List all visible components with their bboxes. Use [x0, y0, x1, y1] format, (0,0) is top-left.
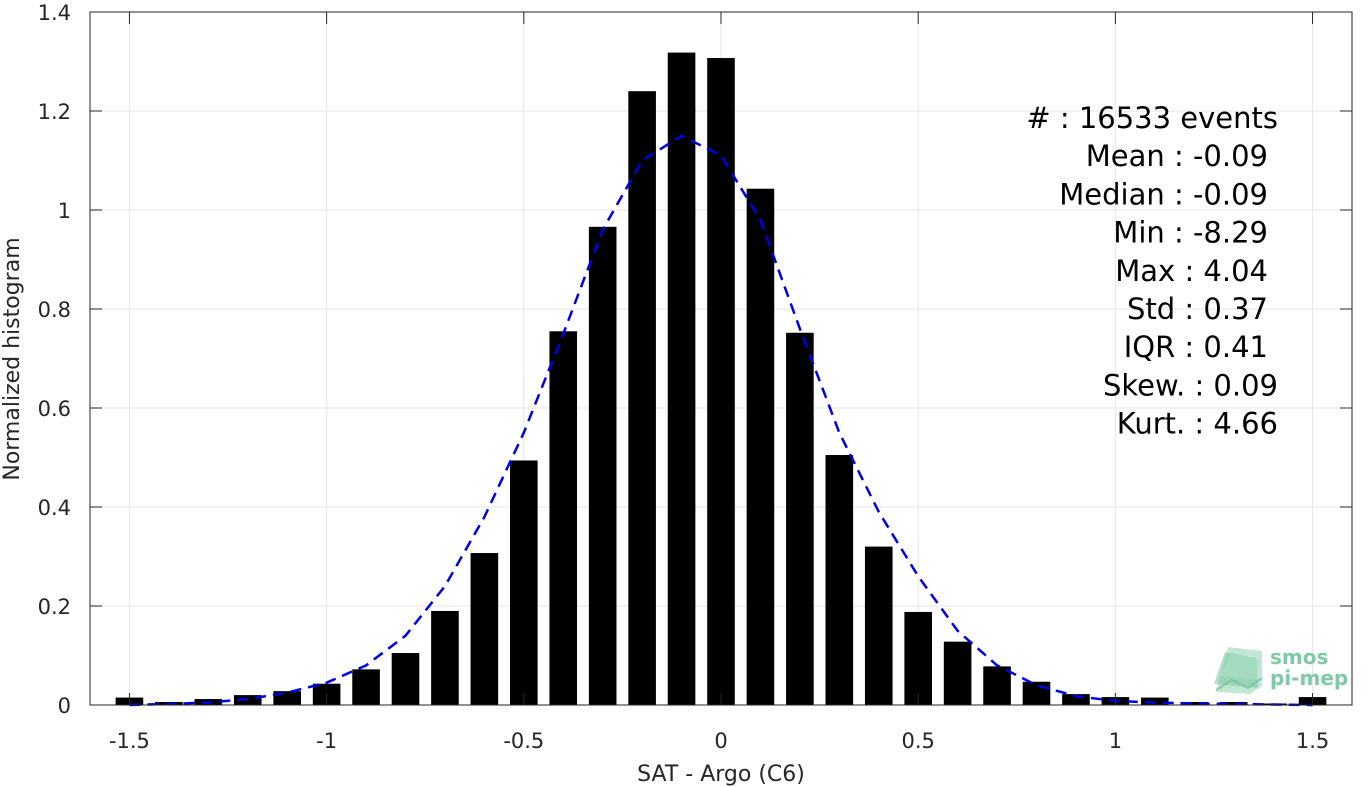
histogram-bar	[667, 52, 696, 705]
stat-line: Kurt. : 4.66	[1117, 407, 1278, 441]
histogram-bar	[1219, 702, 1248, 705]
histogram-bar	[470, 553, 499, 705]
x-tick-label: 1.5	[1296, 729, 1329, 753]
histogram-bar	[1180, 702, 1209, 705]
stat-line: Mean : -0.09	[1086, 139, 1268, 173]
logo-text-pimep: pi-mep	[1270, 666, 1348, 690]
stat-line: Skew. : 0.09	[1103, 368, 1278, 402]
x-tick-label: 1	[1109, 729, 1122, 753]
y-tick-label: 0.2	[38, 595, 71, 619]
histogram-bar	[746, 188, 775, 706]
stat-line: Max : 4.04	[1115, 254, 1268, 288]
logo-mark-icon	[1214, 647, 1263, 694]
y-tick-label: 1	[58, 199, 71, 223]
smos-pi-mep-logo: smos pi-mep	[1214, 645, 1348, 694]
stat-line: Min : -8.29	[1113, 216, 1268, 250]
logo-text-smos: smos	[1270, 645, 1328, 669]
histogram-bar	[707, 58, 735, 706]
histogram-bar	[943, 641, 972, 705]
y-tick-label: 0.6	[38, 397, 71, 421]
histogram-bar	[431, 610, 459, 705]
y-tick-label: 1.2	[38, 100, 71, 124]
histogram-bar	[549, 331, 578, 705]
x-tick-label: -1	[316, 729, 337, 753]
histogram-bar	[786, 332, 814, 705]
x-tick-label: 0.5	[901, 729, 934, 753]
y-tick-label: 0.8	[38, 298, 71, 322]
histogram-bar	[983, 666, 1011, 705]
y-axis-label: Normalized histogram	[0, 237, 25, 480]
y-tick-label: 1.4	[38, 1, 71, 25]
histogram-bar	[904, 611, 932, 705]
stat-line: Median : -0.09	[1059, 177, 1268, 211]
histogram-bar	[1062, 694, 1090, 705]
statistics-box: # : 16533 events Mean : -0.09 Median : -0.…	[1026, 101, 1278, 441]
histogram-bar	[588, 226, 617, 705]
histogram-bar	[510, 460, 538, 705]
y-axis-ticks: 0 0.2 0.4 0.6 0.8 1 1.2 1.4	[38, 1, 1352, 718]
x-tick-label: -0.5	[503, 729, 544, 753]
histogram-bar	[628, 91, 656, 705]
stat-line: IQR : 0.41	[1124, 330, 1268, 364]
x-tick-label: 0	[714, 729, 727, 753]
x-axis-label: SAT - Argo (C6)	[637, 762, 805, 787]
histogram-bar	[352, 669, 380, 705]
histogram-bar	[864, 546, 893, 705]
x-axis-ticks: -1.5 -1 -0.5 0 0.5 1 1.5	[109, 12, 1329, 753]
x-tick-label: -1.5	[109, 729, 150, 753]
y-tick-label: 0.4	[38, 496, 71, 520]
histogram-bar	[825, 455, 854, 705]
histogram-bar	[1022, 681, 1051, 705]
stat-line: # : 16533 events	[1026, 101, 1278, 135]
y-tick-label: 0	[58, 694, 71, 718]
stat-line: Std : 0.37	[1127, 292, 1268, 326]
histogram-bar	[391, 653, 420, 705]
